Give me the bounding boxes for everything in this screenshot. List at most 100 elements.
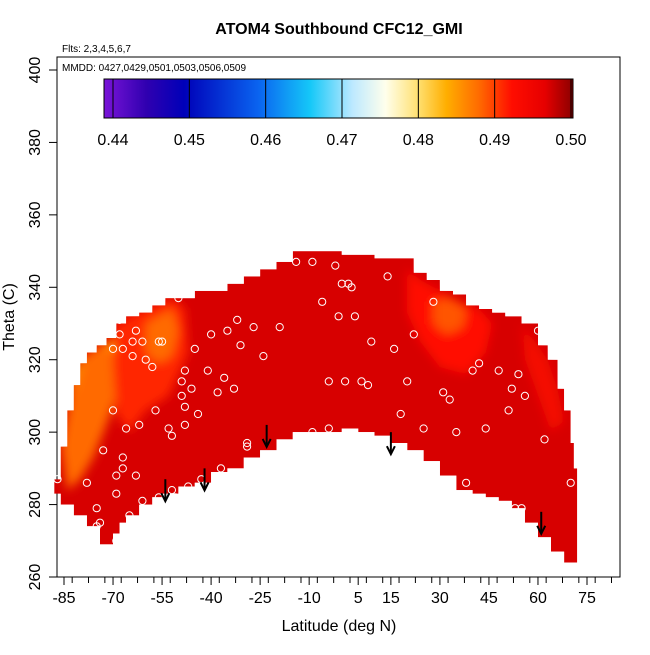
observation-point — [112, 471, 121, 480]
observation-point — [236, 341, 245, 350]
x-tick-label: -25 — [249, 590, 272, 607]
observation-point — [171, 493, 180, 502]
observation-point — [213, 388, 222, 397]
observation-point — [177, 391, 186, 400]
observation-point — [347, 283, 356, 292]
colorbar-tick-label: 0.46 — [250, 132, 281, 149]
observation-point — [158, 337, 167, 346]
observation-point — [122, 424, 131, 433]
x-tick-label: 30 — [431, 590, 449, 607]
observation-point — [220, 373, 229, 382]
observation-point — [468, 366, 477, 375]
arrow-layer — [160, 424, 547, 537]
down-arrow-icon — [261, 424, 272, 450]
observation-point — [180, 420, 189, 429]
observation-point — [76, 352, 85, 361]
observation-point — [243, 442, 252, 451]
observation-point — [452, 428, 461, 437]
observation-point — [131, 326, 140, 335]
observation-point — [99, 446, 108, 455]
x-axis: -85 -70 -55 -40 -25 -10 5 15 30 45 60 75 — [52, 577, 613, 607]
observation-point — [177, 377, 186, 386]
observation-point — [207, 330, 216, 339]
observation-point — [108, 406, 118, 415]
observation-point — [308, 257, 317, 266]
x-tick-label: 5 — [354, 590, 363, 607]
observation-point — [128, 352, 137, 361]
x-tick-label: -40 — [200, 590, 223, 607]
field-region-red-north-edge — [521, 323, 565, 433]
observation-point — [92, 504, 101, 513]
x-tick-label: 75 — [578, 590, 596, 607]
observation-point — [164, 424, 173, 433]
y-tick-label: 380 — [27, 129, 44, 156]
observation-point — [517, 504, 526, 513]
observation-point — [533, 326, 543, 335]
observation-point — [308, 428, 317, 437]
y-tick-label: 320 — [27, 346, 44, 373]
observation-point — [439, 388, 448, 397]
observation-point — [481, 424, 490, 433]
colorbar-gradient — [104, 79, 573, 118]
observation-point — [429, 297, 438, 306]
observation-point — [167, 486, 176, 495]
observation-point — [520, 391, 530, 400]
observation-point — [187, 384, 196, 393]
observation-point — [141, 355, 150, 364]
down-arrow-icon — [160, 479, 171, 504]
observation-point — [367, 337, 376, 346]
observation-point — [53, 475, 62, 484]
observation-point — [390, 344, 399, 353]
field-region-red-orange-north-patch — [433, 298, 467, 335]
observation-point — [118, 464, 127, 473]
observation-point — [128, 337, 137, 346]
observation-point — [409, 330, 418, 339]
observation-point — [138, 496, 147, 505]
observation-point — [229, 384, 239, 393]
x-tick-label: 45 — [480, 590, 498, 607]
observation-point — [445, 395, 454, 404]
flights-label: Flts: 2,3,4,5,6,7 — [62, 44, 131, 55]
down-arrow-icon — [536, 511, 547, 537]
colorbar-tick-label: 0.50 — [555, 132, 586, 149]
y-tick-label: 300 — [27, 419, 44, 446]
observation-point — [494, 366, 503, 375]
observation-point — [363, 381, 373, 390]
observation-point — [135, 420, 144, 429]
observation-point — [125, 511, 134, 520]
observation-point — [324, 424, 333, 433]
chart-title: ATOM4 Southbound CFC12_GMI — [215, 21, 462, 38]
observation-point — [154, 337, 163, 346]
observation-point — [357, 377, 366, 386]
colorbar-tick-label: 0.44 — [97, 132, 128, 149]
colorbar-tick-label: 0.48 — [403, 132, 434, 149]
x-tick-label: 60 — [529, 590, 547, 607]
observation-point — [118, 453, 127, 462]
observation-point — [82, 478, 92, 487]
field-region-red-orange-south-patch — [145, 309, 179, 364]
observation-point — [138, 337, 147, 346]
dates-label: MMDD: 0427,0429,0501,0503,0506,0509 — [62, 63, 246, 74]
observation-point — [151, 406, 160, 415]
observation-point — [184, 482, 193, 491]
observation-point — [337, 279, 346, 288]
x-tick-label: -85 — [52, 590, 75, 607]
observation-point — [193, 409, 203, 419]
observation-point — [216, 464, 225, 473]
observation-point — [350, 312, 359, 321]
colorbar-tick-label: 0.47 — [326, 132, 357, 149]
observation-point — [514, 370, 523, 379]
observation-point — [249, 323, 258, 332]
observation-point — [112, 489, 121, 498]
observation-point — [318, 297, 327, 306]
x-axis-label: Latitude (deg N) — [282, 618, 397, 635]
y-tick-label: 260 — [27, 564, 44, 591]
colorbar-tick-label: 0.49 — [479, 132, 510, 149]
colorbar-frame — [103, 78, 574, 119]
observation-layer — [53, 257, 575, 545]
observation-point — [243, 438, 252, 448]
colorbar-tick-label: 0.45 — [174, 132, 205, 149]
observation-point — [396, 409, 405, 419]
observation-point — [259, 352, 268, 361]
observation-point — [292, 257, 301, 266]
